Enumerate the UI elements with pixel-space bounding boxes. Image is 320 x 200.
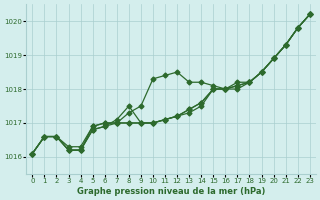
X-axis label: Graphe pression niveau de la mer (hPa): Graphe pression niveau de la mer (hPa) bbox=[77, 187, 265, 196]
